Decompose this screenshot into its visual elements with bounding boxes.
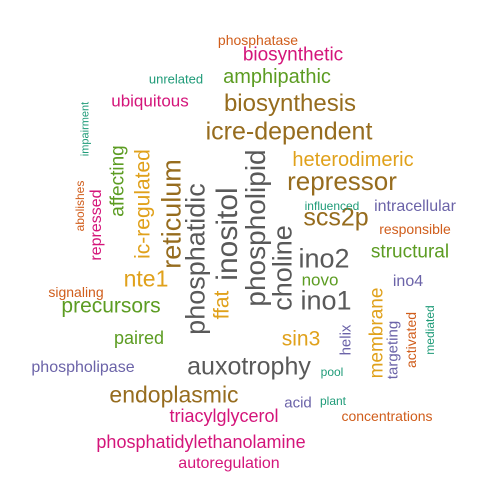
word-structural: structural	[370, 241, 450, 263]
word-ubiquitous: ubiquitous	[111, 91, 189, 111]
word-paired: paired	[113, 328, 165, 348]
word-acid: acid	[284, 394, 312, 412]
word-phospholipid: phospholipid	[240, 149, 271, 307]
word-abolishes: abolishes	[73, 180, 87, 232]
word-biosynthesis: biosynthesis	[223, 90, 357, 117]
word-phosphatidic: phosphatidic	[180, 183, 211, 335]
word-auxotrophy: auxotrophy	[187, 352, 311, 381]
word-amphipathic: amphipathic	[223, 66, 331, 88]
word-phospholipase: phospholipase	[31, 359, 135, 376]
word-repressor: repressor	[287, 166, 397, 196]
word-concentrations: concentrations	[341, 408, 433, 424]
word-activated: activated	[403, 311, 419, 369]
word-targeting: targeting	[384, 320, 402, 380]
word-affecting: affecting	[107, 145, 129, 217]
word-novo: novo	[301, 270, 339, 290]
word-pool: pool	[320, 365, 344, 379]
word-unrelated: unrelated	[148, 71, 204, 87]
word-responsible: responsible	[379, 221, 451, 237]
word-choline: choline	[267, 225, 298, 311]
word-mediated: mediated	[423, 305, 437, 355]
word-impairment: impairment	[79, 101, 92, 157]
word-ino2: ino2	[298, 243, 350, 274]
word-helix: helix	[337, 324, 355, 356]
word-ino4: ino4	[392, 273, 424, 290]
word-endoplasmic: endoplasmic	[109, 381, 239, 408]
word-precursors: precursors	[61, 294, 161, 318]
word-ic-regulated: ic-regulated	[131, 149, 155, 259]
word-plant: plant	[319, 394, 347, 408]
word-ffat: ffat	[210, 290, 234, 320]
word-heterodimeric: heterodimeric	[292, 149, 414, 171]
word-phosphatidylethanolamine: phosphatidylethanolamine	[96, 432, 306, 452]
word-nte1: nte1	[123, 265, 169, 292]
word-scs2p: scs2p	[303, 203, 369, 232]
word-repressed: repressed	[88, 189, 105, 261]
word-triacylglycerol: triacylglycerol	[169, 406, 279, 426]
word-biosynthetic: biosynthetic	[242, 44, 344, 66]
word-inositol: inositol	[211, 187, 244, 281]
word-phosphatase: phosphatase	[217, 32, 299, 48]
word-influenced: influenced	[304, 199, 360, 213]
word-sin3: sin3	[281, 327, 321, 351]
word-autoregulation: autoregulation	[178, 455, 280, 472]
word-icre-dependent: icre-dependent	[205, 117, 373, 146]
word-signaling: signaling	[48, 284, 104, 300]
word-intracellular: intracellular	[374, 198, 456, 215]
word-ino1: ino1	[300, 285, 352, 316]
